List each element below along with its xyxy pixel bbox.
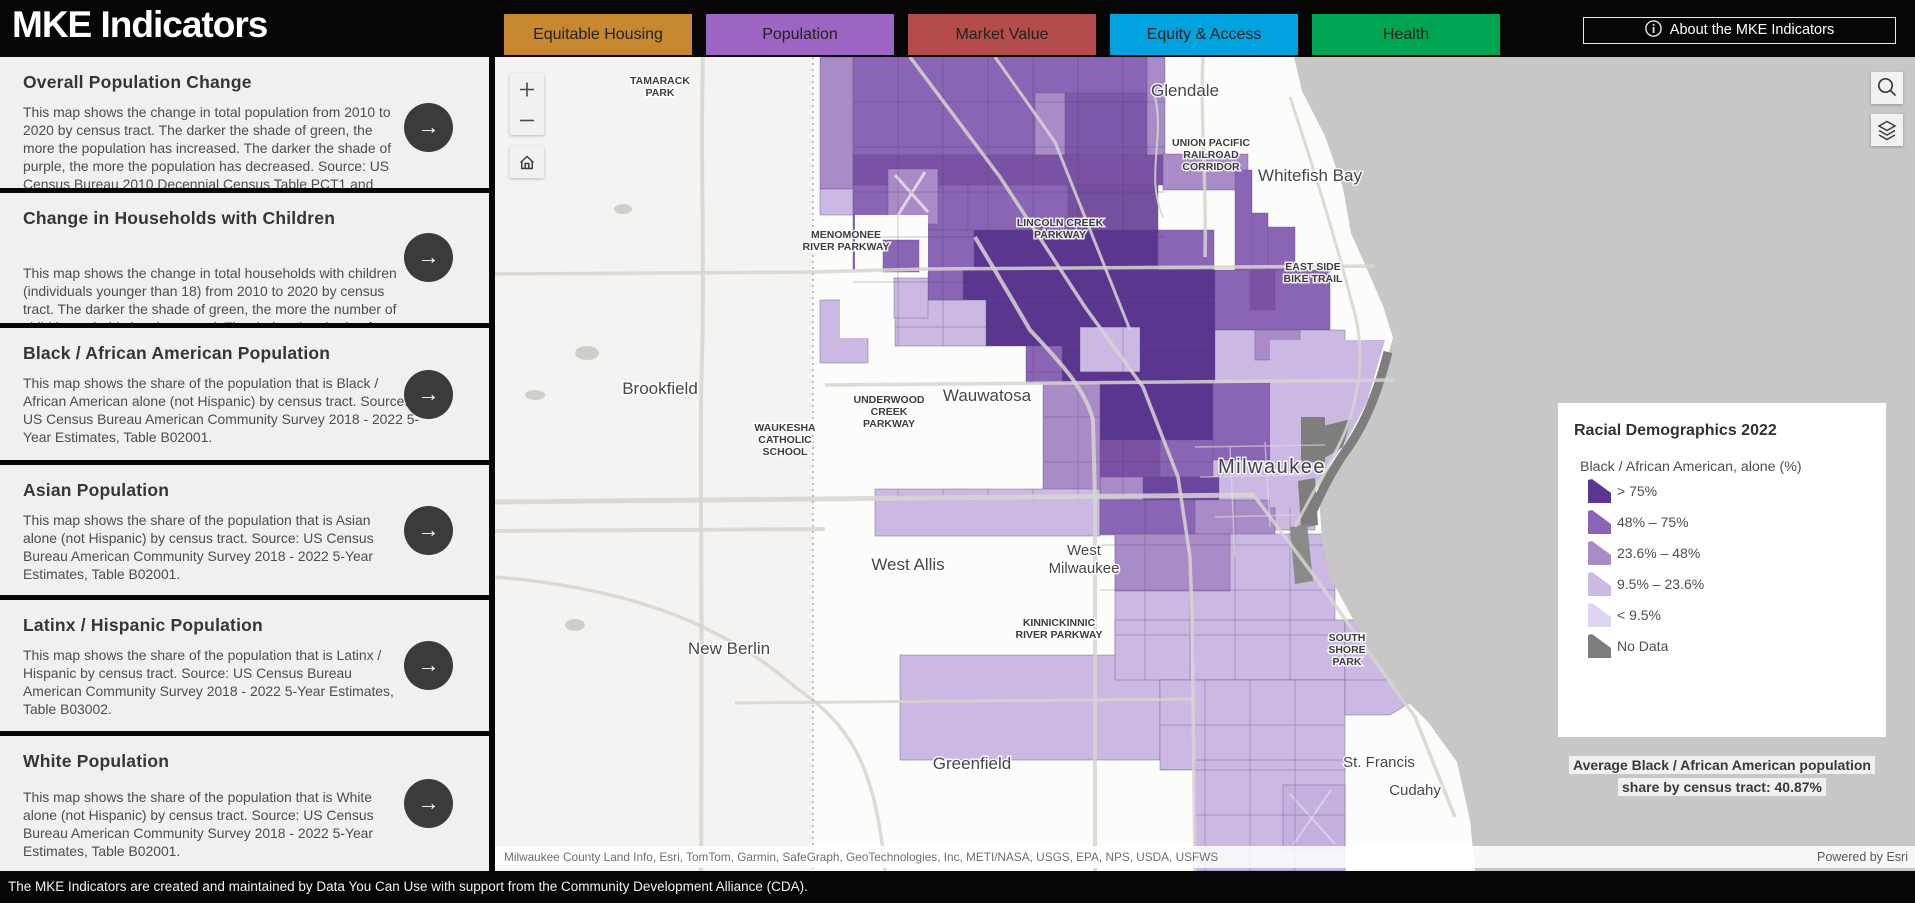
svg-text:New Berlin: New Berlin <box>688 639 770 658</box>
svg-text:RIVER PARKWAY: RIVER PARKWAY <box>1016 629 1103 641</box>
svg-text:TAMARACK: TAMARACK <box>630 75 690 87</box>
svg-text:Wauwatosa: Wauwatosa <box>943 386 1032 405</box>
svg-text:WAUKESHA: WAUKESHA <box>754 422 816 434</box>
svg-text:Brookfield: Brookfield <box>622 379 698 398</box>
svg-text:KINNICKINNIC: KINNICKINNIC <box>1023 617 1096 629</box>
svg-text:LINCOLN CREEK: LINCOLN CREEK <box>1017 217 1104 229</box>
svg-text:Milwaukee: Milwaukee <box>1218 456 1326 478</box>
svg-text:RAILROAD: RAILROAD <box>1183 149 1239 161</box>
svg-text:PARK: PARK <box>1333 656 1362 668</box>
svg-text:St. Francis: St. Francis <box>1343 754 1415 771</box>
svg-text:EAST SIDE: EAST SIDE <box>1285 261 1340 273</box>
svg-text:Greenfield: Greenfield <box>933 754 1011 773</box>
svg-text:Cudahy: Cudahy <box>1389 782 1441 799</box>
svg-text:West: West <box>1067 542 1102 559</box>
svg-text:SOUTH: SOUTH <box>1329 632 1366 644</box>
svg-text:PARK: PARK <box>646 87 675 99</box>
svg-text:PARKWAY: PARKWAY <box>863 418 915 430</box>
svg-text:UNDERWOOD: UNDERWOOD <box>854 394 925 406</box>
svg-text:West Allis: West Allis <box>871 555 944 574</box>
svg-text:Milwaukee: Milwaukee <box>1049 560 1120 577</box>
svg-text:PARKWAY: PARKWAY <box>1034 229 1086 241</box>
svg-text:CATHOLIC: CATHOLIC <box>758 434 812 446</box>
svg-text:CREEK: CREEK <box>871 406 908 418</box>
svg-text:CORRIDOR: CORRIDOR <box>1182 161 1240 173</box>
svg-text:RIVER PARKWAY: RIVER PARKWAY <box>803 241 890 253</box>
svg-text:UNION PACIFIC: UNION PACIFIC <box>1172 137 1250 149</box>
svg-text:SHORE: SHORE <box>1328 644 1365 656</box>
svg-text:BIKE TRAIL: BIKE TRAIL <box>1284 273 1344 285</box>
svg-text:MENOMONEE: MENOMONEE <box>811 229 881 241</box>
svg-text:Glendale: Glendale <box>1151 81 1219 100</box>
svg-text:SCHOOL: SCHOOL <box>763 446 809 458</box>
svg-text:Whitefish Bay: Whitefish Bay <box>1258 166 1362 185</box>
